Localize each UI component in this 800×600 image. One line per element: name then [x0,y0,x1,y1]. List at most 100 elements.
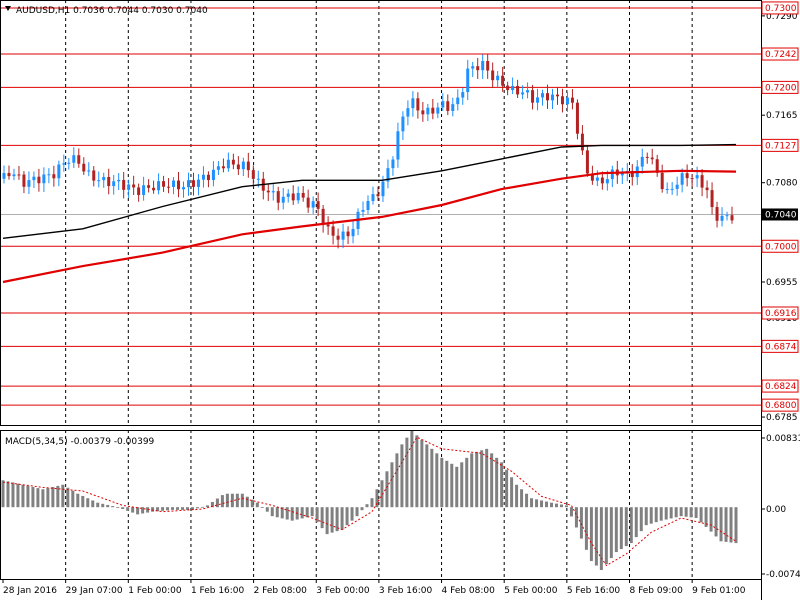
macd-header: MACD(5,34,5) -0.00379 -0.00399 [5,437,155,447]
headers: AUDUSD,H1 0.7036 0.7044 0.7030 0.7040 MA… [5,6,208,447]
candle-body [506,85,510,91]
macd-histogram-bar [1,480,5,508]
time-tick-label: 3 Feb 16:00 [379,586,433,596]
candle-body [705,187,709,191]
macd-histogram-bar [420,439,424,508]
candle-body [17,174,21,176]
candle-body [555,94,559,97]
candle-body [675,184,679,189]
time-tick-label: 3 Feb 00:00 [316,586,370,596]
candle-body [107,177,111,187]
candle-body [117,179,121,182]
macd-histogram-bar [550,502,554,508]
macd-histogram-bar [425,444,429,508]
macd-histogram-bar [380,480,384,508]
macd-histogram-bar [689,507,693,518]
moving-averages [2,143,737,284]
candle-body [47,174,51,176]
candle-body [730,215,734,221]
candle-body [446,101,450,111]
candle-body [660,172,664,190]
macd-histogram-bar [121,507,125,509]
time-tick-label: 28 Jan 2016 [3,586,57,596]
candle-body [426,107,430,115]
candle-body [296,192,300,201]
candle-body [286,193,290,197]
macd-histogram-bar [574,507,578,528]
macd-histogram-bar [360,507,364,511]
macd-histogram-bar [6,481,10,508]
macd-layer [1,430,738,571]
candle-body [67,162,71,164]
macd-signal-line [2,436,737,567]
candle-body [536,97,540,103]
candle-body [620,172,624,176]
macd-histogram-bar [415,435,419,508]
candle-body [167,186,171,188]
macd-histogram-bar [490,453,494,508]
macd-histogram-bar [709,507,713,532]
candle-body [316,201,320,209]
candle-body [27,180,31,187]
level-price-label: 0.6874 [765,342,797,352]
candle-body [256,178,260,180]
main-grid [65,0,693,579]
level-price-tag [761,339,799,353]
macd-histogram-bar [136,507,140,515]
macd-histogram-bar [370,498,374,508]
macd-histogram-bar [440,457,444,508]
level-price-tag [761,398,799,412]
macd-histogram-bar [11,482,15,508]
candle-body [655,159,659,173]
candle-body [346,231,350,237]
macd-histogram-bar [659,507,663,521]
candle-body [386,168,390,182]
candle-body [700,175,704,188]
level-price-label: 0.7200 [765,83,797,93]
candle-body [421,110,425,115]
macd-histogram-bar [195,507,199,509]
candle-body [266,190,270,193]
macd-histogram-bar [559,504,563,508]
macd-histogram-bar [190,507,194,510]
macd-histogram-bar [230,493,234,508]
macd-histogram-bar [320,507,324,529]
macd-histogram-bar [31,486,35,508]
macd-tick-label: 0.00831 [766,434,800,444]
macd-histogram-bar [345,507,349,526]
macd-histogram-bar [515,484,519,508]
macd-histogram-bar [545,501,549,508]
candles [2,54,734,249]
candle-body [142,185,146,195]
macd-histogram-bar [300,507,304,519]
candle-body [326,224,330,227]
current-price-label: 0.7040 [765,210,797,220]
price-axis: 0.72900.71650.70800.69550.69100.67850.73… [761,1,799,423]
macd-histogram-bar [61,484,65,508]
macd-histogram-bar [729,507,733,543]
candle-body [221,166,225,169]
candle-body [62,163,66,165]
candle-body [331,226,335,236]
collapse-triangle-icon[interactable] [5,6,11,11]
macd-histogram-bar [445,460,449,508]
candle-body [152,187,156,191]
candle-body [241,161,245,170]
candle-body [321,208,325,225]
candle-body [157,181,161,191]
macd-histogram-bar [390,462,394,508]
time-tick-label: 2 Feb 08:00 [254,586,308,596]
time-tick-label: 4 Feb 08:00 [442,586,496,596]
candle-body [112,181,116,187]
candle-body [251,170,255,179]
level-price-tag [761,80,799,94]
level-price-label: 0.7300 [765,4,797,14]
candle-body [22,174,26,187]
macd-histogram-bar [395,453,399,508]
macd-histogram-bar [554,503,558,508]
candle-body [501,75,505,86]
candle-body [695,175,699,179]
candle-body [37,176,41,184]
macd-histogram-bar [475,451,479,508]
